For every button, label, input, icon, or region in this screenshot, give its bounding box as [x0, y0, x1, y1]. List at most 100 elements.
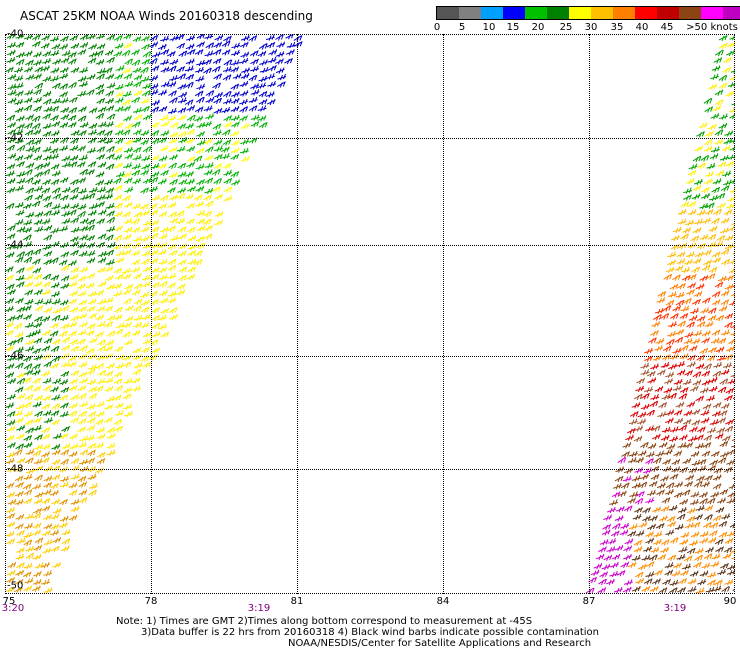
wind-barb	[677, 218, 687, 225]
wind-barb	[686, 515, 696, 523]
wind-barb	[636, 377, 645, 385]
wind-barb	[685, 251, 695, 258]
wind-barb	[114, 425, 124, 432]
wind-barb	[49, 147, 59, 154]
wind-barb	[23, 104, 33, 112]
wind-barb	[70, 498, 80, 506]
wind-barb	[42, 122, 52, 130]
wind-barb	[148, 185, 158, 193]
wind-barb	[50, 130, 60, 137]
wind-barb	[78, 393, 87, 400]
wind-barb	[97, 186, 107, 193]
wind-barb	[223, 195, 233, 202]
wind-barb	[68, 482, 78, 489]
wind-barb	[31, 178, 41, 186]
wind-barb	[167, 187, 176, 194]
wind-barb	[168, 90, 177, 97]
wind-barb	[58, 521, 68, 529]
wind-barb	[267, 80, 277, 88]
wind-barb	[710, 337, 720, 344]
wind-barb	[42, 273, 52, 281]
wind-barb	[637, 563, 647, 571]
wind-barb	[702, 217, 712, 224]
wind-barb	[52, 377, 62, 385]
wind-barb	[7, 377, 16, 385]
wind-barb	[70, 202, 80, 210]
wind-barb	[59, 314, 69, 322]
wind-barb	[52, 307, 62, 314]
wind-barb	[23, 401, 32, 409]
wind-barb	[42, 489, 52, 496]
wind-barb	[113, 194, 123, 201]
wind-barb	[720, 290, 730, 297]
wind-barb	[668, 587, 678, 594]
wind-barb	[103, 130, 113, 137]
wind-barb	[708, 376, 718, 384]
wind-barb	[87, 378, 97, 386]
wind-barb	[32, 258, 41, 265]
wind-barb	[50, 163, 60, 170]
wind-barb	[204, 177, 214, 184]
wind-barb	[105, 163, 115, 170]
wind-barb	[42, 394, 51, 402]
wind-barb	[697, 162, 706, 169]
wind-barb	[33, 154, 43, 161]
wind-barb	[86, 417, 96, 424]
wind-barb	[34, 474, 43, 482]
latitude-label: -48	[7, 463, 24, 475]
wind-barb	[694, 554, 704, 562]
wind-barb	[694, 547, 704, 555]
wind-barb	[78, 410, 88, 418]
wind-barb	[33, 73, 42, 80]
wind-barb	[76, 283, 86, 290]
wind-barb	[50, 410, 60, 417]
wind-barb	[205, 146, 214, 153]
wind-barb	[22, 305, 32, 312]
wind-barb	[123, 201, 133, 208]
wind-barb	[122, 273, 132, 280]
wind-barb	[79, 217, 89, 225]
wind-barb	[140, 187, 149, 194]
wind-barb	[186, 226, 196, 234]
wind-barb	[77, 187, 87, 195]
wind-barb	[169, 217, 179, 224]
wind-barb	[124, 410, 133, 418]
wind-barb	[50, 362, 59, 369]
wind-barb	[32, 267, 42, 274]
wind-barb	[51, 474, 61, 481]
wind-barb	[50, 240, 60, 248]
wind-barb	[132, 146, 142, 154]
wind-barb	[631, 554, 641, 562]
wind-barb	[115, 65, 125, 72]
wind-barb	[728, 268, 735, 274]
wind-barb	[186, 218, 195, 225]
wind-barb	[42, 50, 52, 57]
wind-barb	[674, 417, 684, 425]
wind-barb	[686, 288, 695, 296]
wind-barb	[141, 258, 150, 266]
wind-barb	[716, 235, 726, 242]
wind-barb	[23, 539, 33, 547]
wind-barb	[672, 384, 682, 392]
longitude-label: 81	[290, 596, 304, 607]
longitude-label: 87	[582, 596, 596, 607]
wind-barb	[103, 345, 113, 352]
wind-barb	[70, 394, 79, 401]
wind-barb	[712, 483, 722, 490]
wind-barb	[34, 66, 44, 73]
wind-barb	[41, 34, 50, 41]
wind-barb	[665, 488, 674, 496]
wind-barb	[239, 98, 248, 106]
wind-barb	[728, 107, 735, 114]
wind-barb	[52, 507, 62, 514]
wind-barb	[5, 371, 15, 379]
wind-barb	[41, 370, 51, 377]
wind-barb	[6, 491, 15, 498]
wind-barb	[178, 178, 188, 186]
wind-barb	[141, 58, 151, 65]
wind-barb	[24, 289, 34, 296]
wind-barb	[177, 107, 187, 114]
wind-barb	[131, 266, 141, 273]
wind-barb	[620, 522, 630, 530]
wind-barb	[722, 170, 732, 177]
